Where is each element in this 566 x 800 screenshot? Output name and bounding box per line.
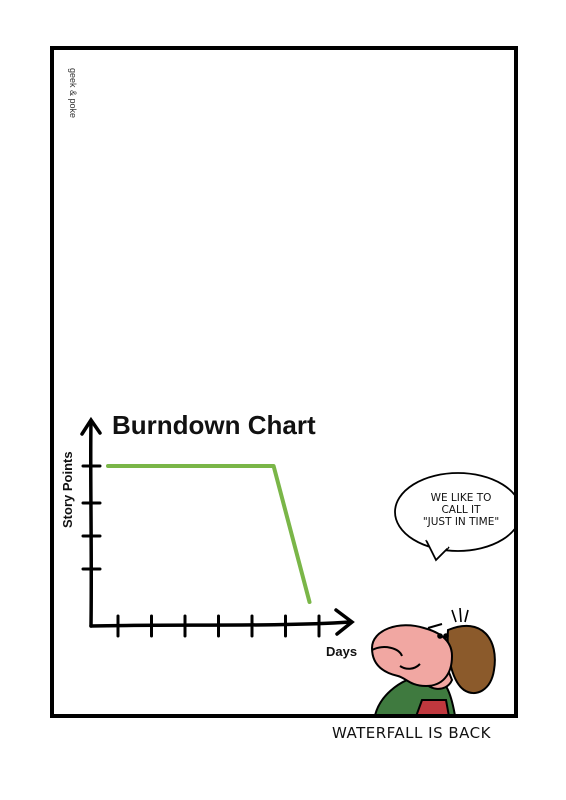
y-axis-ticks [81,464,102,571]
x-axis [89,620,352,628]
x-axis-arrowhead [334,608,355,636]
y-axis [88,420,94,628]
character-hair [446,624,496,695]
y-axis-arrowhead [80,416,102,436]
sweat-marks [451,607,469,623]
x-axis-label: Days [326,644,358,659]
character-face [370,624,454,688]
x-axis-ticks [116,614,321,638]
speech-line-1: WE LIKE TO [430,492,492,504]
speech-bubble [394,472,514,562]
comic-artwork [80,416,514,714]
character-mouth [399,663,421,670]
speech-line-3: "JUST IN TIME" [422,516,500,528]
character-shirt [415,699,450,714]
speech-bubble-text: WE LIKE TO CALL IT "JUST IN TIME" [402,492,514,528]
chart-title: Burndown Chart [112,410,316,440]
y-axis-label: Story Points [60,451,75,528]
burndown-line [106,464,312,604]
character-nose [371,646,403,657]
comic-caption: WATERFALL IS BACK [332,724,491,742]
speech-line-2: CALL IT [441,504,481,516]
character-illustration [370,607,496,714]
comic-panel: geek & poke [50,46,518,718]
chart-axes [80,416,355,636]
character-eyebrow [427,623,443,629]
